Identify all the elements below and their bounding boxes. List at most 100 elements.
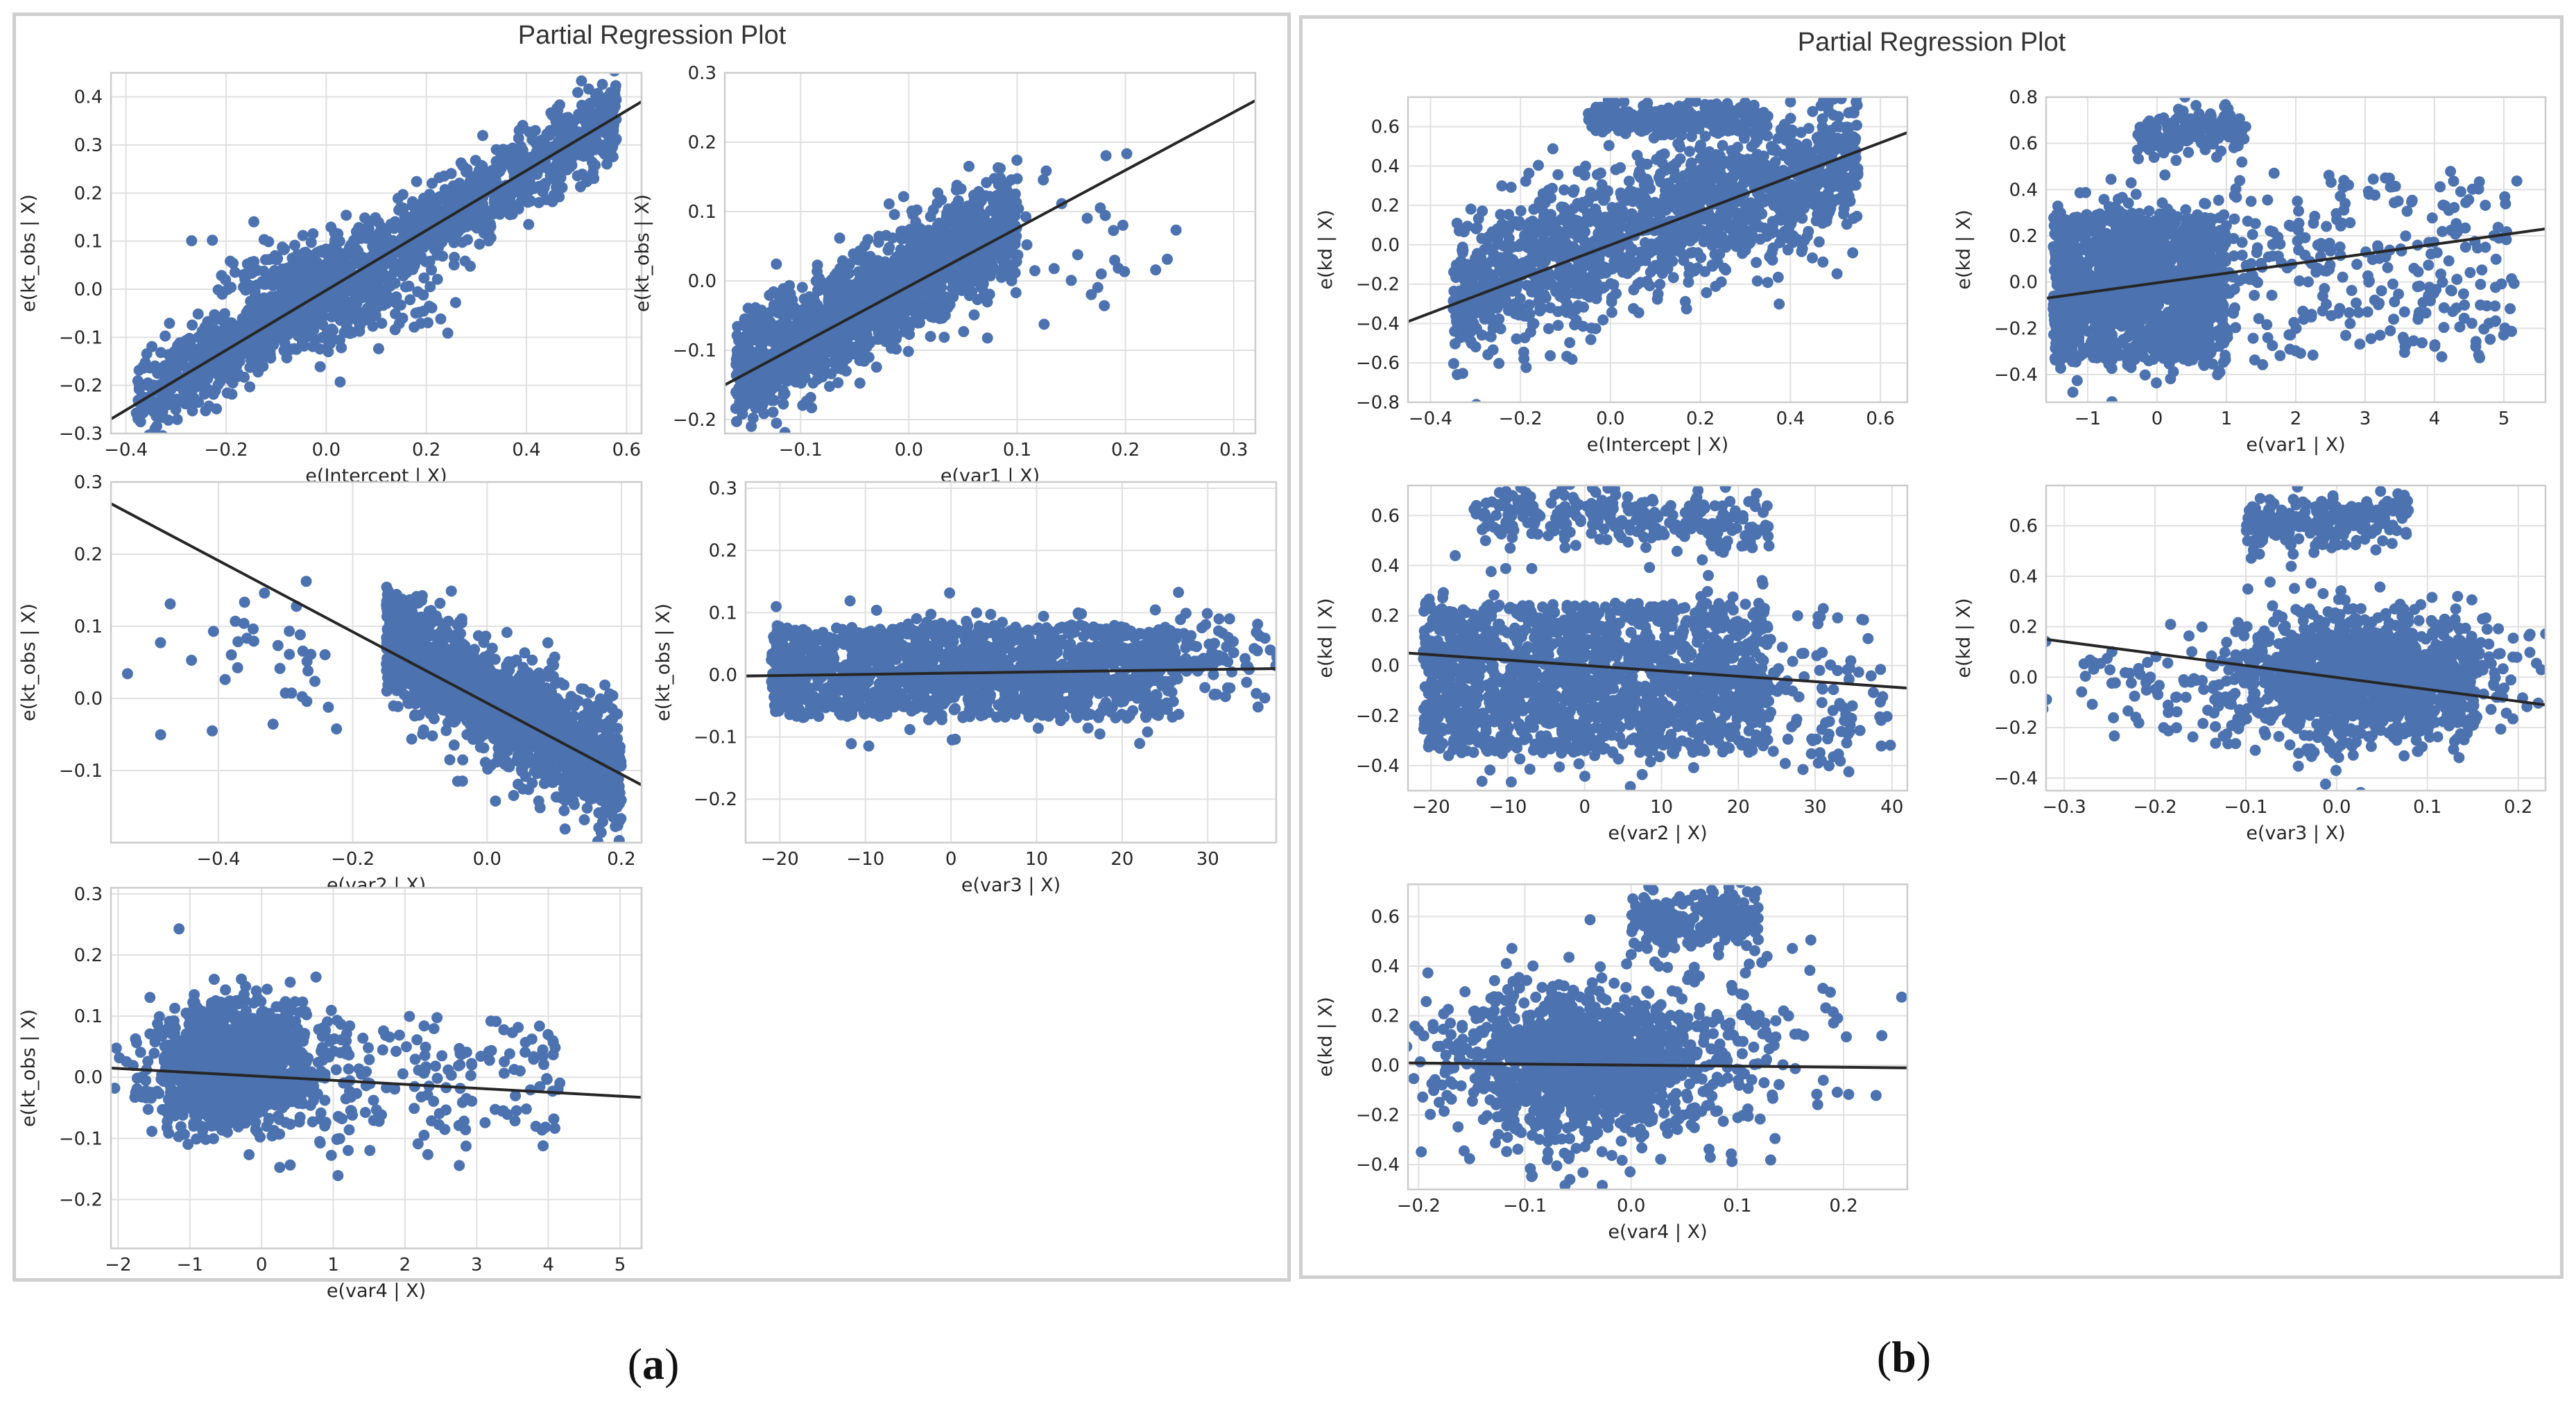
scatter-point <box>891 251 903 263</box>
scatter-point <box>418 272 430 284</box>
scatter-point <box>214 361 225 372</box>
scatter-point <box>836 263 848 274</box>
scatter-point <box>931 198 943 209</box>
scatter-point <box>1020 211 1032 223</box>
scatter-point <box>1095 268 1107 280</box>
scatter-point <box>418 214 429 225</box>
scatter-point <box>565 147 577 159</box>
scatter-point <box>390 685 402 696</box>
scatter-point <box>431 249 443 261</box>
scatter-point <box>307 341 318 352</box>
scatter-point <box>476 218 488 230</box>
scatter-point <box>608 125 619 137</box>
scatter-point <box>434 597 446 609</box>
scatter-point <box>257 361 269 372</box>
scatter-point <box>398 267 409 279</box>
scatter-point <box>879 301 891 313</box>
scatter-point <box>384 617 395 629</box>
scatter-point <box>588 173 600 184</box>
scatter-point <box>934 239 945 251</box>
scatter-point <box>170 404 182 415</box>
scatter-point <box>182 387 194 399</box>
scatter-point <box>564 161 576 173</box>
scatter-point <box>1113 262 1124 274</box>
scatter-point <box>477 130 488 141</box>
scatter-point <box>551 697 563 709</box>
scatter-point <box>225 255 236 267</box>
scatter-point <box>551 166 563 178</box>
scatter-point <box>963 160 974 172</box>
scatter-point <box>787 373 798 385</box>
scatter-point <box>523 218 535 230</box>
scatter-point <box>551 753 563 765</box>
x-tick-label: 0.0 <box>312 440 341 461</box>
scatter-point <box>135 416 146 428</box>
scatter-point <box>832 377 844 388</box>
scatter-point <box>286 252 298 264</box>
scatter-point <box>415 318 427 329</box>
scatter-point <box>572 87 583 98</box>
scatter-point <box>939 230 951 241</box>
y-tick-label: 0.1 <box>74 232 103 252</box>
x-tick-label: 0.3 <box>1219 440 1248 461</box>
scatter-point <box>762 390 773 402</box>
scatter-point <box>506 160 518 172</box>
y-tick-label: 0.2 <box>688 132 716 153</box>
scatter-point <box>444 754 456 766</box>
scatter-point <box>427 195 438 207</box>
scatter-point <box>355 291 367 303</box>
x-tick-label: 0.0 <box>895 440 923 461</box>
scatter-point <box>430 662 441 674</box>
scatter-point <box>913 241 925 252</box>
scatter-point <box>1040 165 1052 177</box>
scatter-point <box>449 631 461 643</box>
scatter-point <box>755 304 767 316</box>
scatter-point <box>376 235 388 247</box>
scatter-point <box>576 75 587 87</box>
scatter-point <box>771 418 782 429</box>
scatter-point <box>1048 263 1060 275</box>
scatter-point <box>440 632 452 644</box>
scatter-point <box>1099 209 1111 221</box>
scatter-point <box>522 153 533 165</box>
scatter-point <box>291 269 303 281</box>
scatter-point <box>882 262 893 274</box>
scatter-point <box>943 203 954 215</box>
scatter-point <box>777 354 789 366</box>
scatter-point <box>178 352 189 363</box>
scatter-point <box>947 291 959 303</box>
scatter-point <box>956 262 968 274</box>
panel-b-title: Partial Regression Plot <box>1797 28 2066 57</box>
scatter-point <box>132 375 144 386</box>
scatter-point <box>187 405 198 417</box>
scatter-point <box>578 814 590 825</box>
x-tick-label: −0.1 <box>779 440 823 461</box>
scatter-point <box>280 280 291 292</box>
scatter-point <box>788 358 800 370</box>
scatter-point <box>746 420 757 432</box>
scatter-point <box>149 423 161 433</box>
scatter-point <box>184 338 196 350</box>
scatter-point <box>322 325 333 337</box>
scatter-point <box>996 198 1008 209</box>
scatter-point <box>868 267 879 279</box>
panel-b-letter: b <box>1891 1332 1916 1382</box>
scatter-point <box>768 322 780 334</box>
scatter-point <box>609 73 620 77</box>
scatter-point <box>196 369 207 381</box>
scatter-point <box>746 348 758 360</box>
scatter-point <box>925 211 936 223</box>
scatter-point <box>532 668 544 680</box>
scatter-point <box>979 267 991 279</box>
scatter-point <box>821 357 833 369</box>
y-tick-label: −0.2 <box>673 410 716 431</box>
scatter-point <box>734 364 746 376</box>
scatter-point <box>958 326 970 338</box>
fit-line <box>111 100 642 420</box>
scatter-point <box>891 311 903 323</box>
scatter-point <box>411 175 422 187</box>
y-tick-label: 0.4 <box>74 87 103 108</box>
scatter-point <box>296 325 307 336</box>
scatter-point <box>289 239 300 251</box>
scatter-point <box>857 248 868 260</box>
